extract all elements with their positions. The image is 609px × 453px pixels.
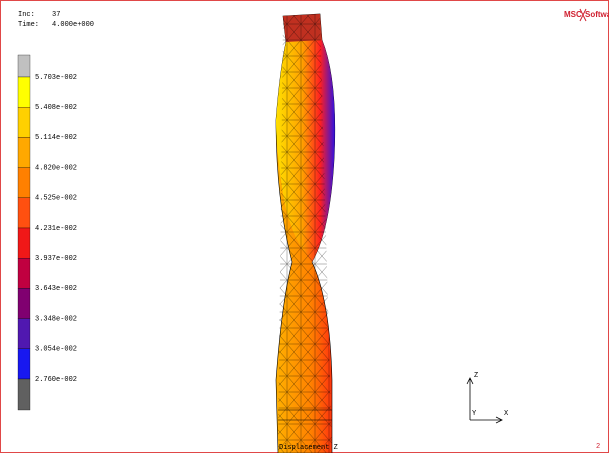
model [276, 14, 335, 453]
legend-swatch [18, 319, 30, 349]
axis-z: Z [474, 372, 478, 380]
legend-swatch [18, 168, 30, 198]
result-viewport: Inc: 37 Time: 4.000e+000 MSC Software 5.… [0, 0, 609, 453]
legend-swatch [18, 258, 30, 288]
inc-value: 37 [52, 11, 60, 19]
inc-label: Inc: [18, 11, 35, 19]
axis-triad: Z Y X [467, 372, 509, 423]
legend-swatch [18, 137, 30, 167]
legend-label: 4.231e-002 [35, 225, 77, 233]
axis-y: Y [472, 410, 477, 418]
legend-swatch [18, 379, 30, 410]
logo: MSC Software [564, 9, 609, 21]
axis-x: X [504, 410, 509, 418]
legend-swatch [18, 107, 30, 137]
legend-label: 5.114e-002 [35, 134, 77, 142]
legend-label: 3.348e-002 [35, 315, 77, 323]
legend-swatch [18, 228, 30, 258]
logo-product: Software [585, 10, 609, 19]
legend-swatch [18, 55, 30, 77]
legend-label: 3.643e-002 [35, 285, 77, 293]
legend-label: 4.820e-002 [35, 164, 77, 172]
legend-swatch [18, 349, 30, 379]
legend-label: 2.760e-002 [35, 376, 77, 384]
time-label: Time: [18, 21, 39, 29]
legend-label: 3.937e-002 [35, 255, 77, 263]
variable-name: Displacement Z [279, 444, 338, 452]
window-number: 2 [596, 443, 600, 451]
legend-label: 4.525e-002 [35, 195, 77, 203]
legend-swatch [18, 198, 30, 228]
legend-label: 5.408e-002 [35, 104, 77, 112]
legend-swatch [18, 288, 30, 318]
time-value: 4.000e+000 [52, 21, 94, 29]
color-legend: 5.703e-002 5.408e-002 5.114e-002 4.820e-002… [18, 55, 77, 410]
legend-label: 3.054e-002 [35, 346, 77, 354]
legend-swatch [18, 77, 30, 107]
legend-label: 5.703e-002 [35, 74, 77, 82]
logo-brand: MSC [564, 10, 582, 19]
